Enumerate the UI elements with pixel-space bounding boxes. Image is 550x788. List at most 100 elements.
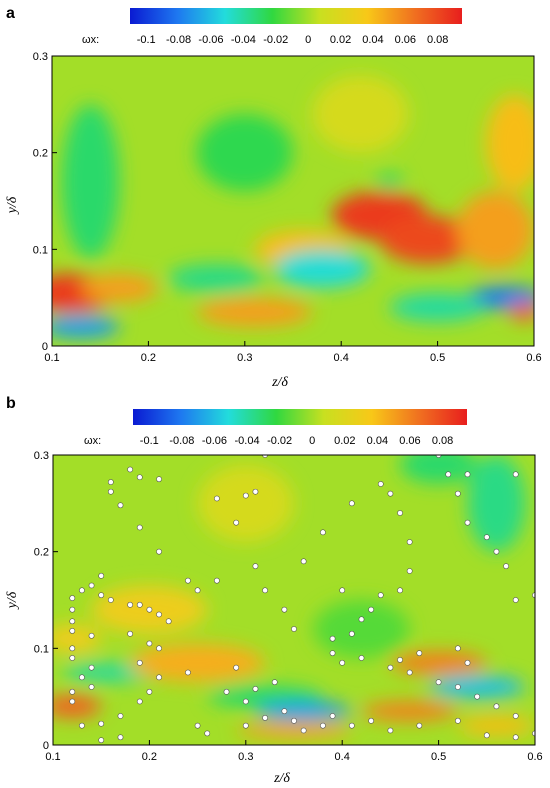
vorticity-region xyxy=(53,694,102,718)
particle-marker xyxy=(136,601,143,608)
vorticity-region xyxy=(457,716,535,736)
particle-marker xyxy=(397,657,403,663)
particle-marker xyxy=(223,688,230,695)
colorbar-a-label: ωx: xyxy=(82,34,99,46)
particle-marker xyxy=(79,587,85,594)
colorbar-b-label: ωx: xyxy=(84,435,101,447)
particle-marker xyxy=(69,595,76,601)
particle-marker xyxy=(464,471,471,478)
particle-marker xyxy=(252,563,259,570)
particle-marker xyxy=(503,563,509,570)
x-tick-label: 0.6 xyxy=(526,352,541,364)
particle-marker xyxy=(233,519,240,526)
panel-b-label: b xyxy=(6,395,16,412)
x-axis-label-b: z/δ xyxy=(273,771,290,786)
vorticity-region xyxy=(379,215,477,264)
x-tick-label: 0.6 xyxy=(527,751,542,763)
particle-marker xyxy=(69,655,76,661)
particle-marker xyxy=(194,587,201,594)
particle-marker xyxy=(98,592,105,599)
colorbar-tick-label: 0.06 xyxy=(399,435,420,447)
particle-marker xyxy=(368,717,375,724)
particle-marker xyxy=(98,720,105,727)
particle-marker xyxy=(88,632,95,639)
particle-marker xyxy=(185,669,191,676)
particle-marker xyxy=(127,466,134,473)
y-axis-label-b: y/δ xyxy=(5,591,20,610)
particle-marker xyxy=(339,587,346,594)
colorbar-tick-label: 0.08 xyxy=(427,34,448,46)
particle-marker xyxy=(146,640,153,647)
colorbar-tick-label: 0.04 xyxy=(362,34,383,46)
particle-marker xyxy=(406,539,413,545)
vorticity-region xyxy=(361,701,458,721)
particle-marker xyxy=(406,669,413,676)
y-tick-label: 0.2 xyxy=(33,148,48,160)
particle-marker xyxy=(98,572,105,579)
colorbar-gradient xyxy=(130,8,462,24)
particle-marker xyxy=(300,558,307,565)
colorbar-tick-label: -0.02 xyxy=(267,435,292,447)
vorticity-region xyxy=(52,315,120,339)
particle-marker xyxy=(320,722,326,729)
particle-marker xyxy=(204,730,211,737)
particle-marker xyxy=(483,732,490,739)
vorticity-region xyxy=(273,249,371,288)
particle-marker xyxy=(300,727,307,734)
particle-marker xyxy=(281,708,288,715)
colorbar-gradient xyxy=(133,409,467,425)
vorticity-region xyxy=(389,292,486,322)
particle-marker xyxy=(252,488,259,495)
particle-marker xyxy=(454,717,461,724)
vorticity-region xyxy=(255,701,352,721)
particle-marker xyxy=(185,577,191,584)
particle-marker xyxy=(156,674,162,681)
colorbar-tick-label: 0.02 xyxy=(334,435,355,447)
particle-marker xyxy=(146,606,153,613)
particle-marker xyxy=(291,626,297,632)
x-tick-label: 0.2 xyxy=(142,751,157,763)
vorticity-region xyxy=(390,651,487,675)
particle-marker xyxy=(213,495,220,502)
colorbar-b: -0.1 -0.08 -0.06 -0.04 -0.02 0 0.02 0.04 0.06 0.0… xyxy=(133,409,467,447)
particle-marker xyxy=(397,510,403,516)
particle-marker xyxy=(117,502,124,509)
particle-marker xyxy=(165,618,172,625)
x-tick-label: 0.1 xyxy=(44,352,59,364)
particle-marker xyxy=(435,679,442,686)
particle-marker xyxy=(387,727,394,734)
vorticity-region xyxy=(400,455,478,484)
particle-marker xyxy=(213,577,220,584)
particle-marker xyxy=(262,455,268,458)
particle-marker xyxy=(79,674,85,681)
particle-marker xyxy=(358,655,365,661)
particle-marker xyxy=(156,611,162,618)
colorbar-tick-label: 0 xyxy=(309,435,315,447)
vorticity-region xyxy=(456,191,534,269)
particle-marker xyxy=(281,606,288,613)
particle-marker xyxy=(88,582,95,589)
x-tick-label: 0.3 xyxy=(237,352,252,364)
particle-marker xyxy=(339,659,346,666)
colorbar-tick-label: -0.1 xyxy=(140,435,159,447)
colorbar-tick-label: -0.08 xyxy=(169,435,194,447)
x-tick-label: 0.1 xyxy=(45,751,60,763)
particle-marker xyxy=(464,519,471,526)
particle-marker xyxy=(242,698,249,705)
y-tick-label: 0.1 xyxy=(34,643,49,655)
particle-marker xyxy=(387,664,394,671)
particle-marker xyxy=(136,524,143,531)
particle-marker xyxy=(329,635,336,642)
x-axis-label-a: z/δ xyxy=(271,375,288,390)
particle-marker xyxy=(387,490,394,497)
vorticity-region xyxy=(509,302,534,322)
particle-marker xyxy=(291,717,297,724)
vorticity-region xyxy=(428,675,526,699)
particle-marker xyxy=(454,645,461,652)
particle-marker xyxy=(262,715,268,721)
particle-marker xyxy=(329,713,336,719)
colorbar-tick-label: -0.06 xyxy=(198,34,223,46)
vorticity-region xyxy=(312,75,409,153)
colorbar-tick-label: -0.1 xyxy=(137,34,156,46)
particle-marker xyxy=(377,592,384,599)
